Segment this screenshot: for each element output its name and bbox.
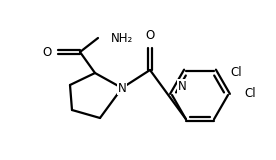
Text: O: O — [43, 45, 52, 59]
Text: Cl: Cl — [230, 66, 242, 79]
Text: NH₂: NH₂ — [111, 32, 133, 44]
Text: N: N — [118, 81, 126, 95]
Text: N: N — [178, 80, 186, 93]
Text: Cl: Cl — [244, 87, 256, 100]
Text: O: O — [145, 29, 155, 42]
